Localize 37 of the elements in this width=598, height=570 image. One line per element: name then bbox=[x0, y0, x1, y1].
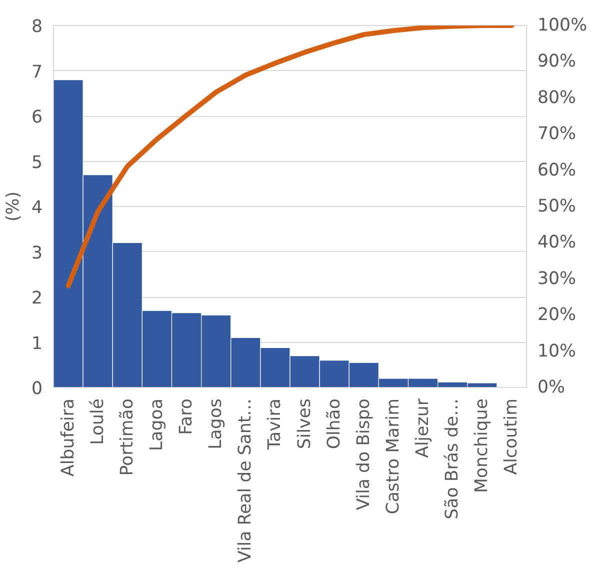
y-axis-title: (%) bbox=[3, 191, 24, 222]
x-tick-label: Silves bbox=[294, 398, 315, 450]
y-tick-label: 7 bbox=[31, 62, 43, 82]
x-tick-label: Castro Marim bbox=[383, 398, 404, 514]
y-tick-label: 3 bbox=[31, 243, 43, 264]
y-tick-label: 8 bbox=[31, 17, 43, 37]
y2-tick-label: 80% bbox=[538, 88, 576, 108]
x-tick-label: São Brás de… bbox=[442, 398, 463, 520]
x-tick-label: Alcoutim bbox=[502, 398, 522, 475]
x-tick-label: Vila do Bispo bbox=[354, 398, 374, 510]
y2-tick-label: 40% bbox=[538, 232, 576, 253]
y2-tick-label: 90% bbox=[538, 52, 576, 72]
y-tick-label: 0 bbox=[31, 379, 43, 399]
x-tick-label: Albufeira bbox=[58, 398, 78, 476]
x-tick-label: Aljezur bbox=[413, 398, 434, 458]
x-tick-label: Lagoa bbox=[146, 398, 167, 451]
x-tick-label: Faro bbox=[176, 398, 197, 435]
y-tick-label: 2 bbox=[31, 288, 43, 308]
x-tick-label: Lagos bbox=[206, 398, 226, 450]
x-tick-label: Olhão bbox=[324, 398, 344, 450]
y-tick-label: 6 bbox=[31, 108, 43, 128]
y-tick-label: 5 bbox=[31, 152, 43, 173]
y2-tick-label: 50% bbox=[538, 196, 576, 216]
y2-tick-label: 60% bbox=[538, 160, 576, 180]
y-tick-label: 4 bbox=[31, 198, 43, 218]
x-tick-label: Loulé bbox=[88, 398, 108, 445]
y-tick-label: 1 bbox=[31, 334, 43, 354]
y2-tick-label: 20% bbox=[538, 305, 576, 326]
x-tick-label: Vila Real de Sant… bbox=[236, 398, 256, 562]
y2-tick-label: 30% bbox=[538, 268, 576, 289]
y2-tick-label: 0% bbox=[538, 378, 565, 398]
y2-tick-label: 100% bbox=[538, 16, 588, 36]
x-tick-label: Portimão bbox=[117, 398, 138, 476]
x-tick-label: Tavira bbox=[265, 398, 286, 451]
y2-tick-label: 70% bbox=[538, 124, 576, 144]
x-tick-label: Monchique bbox=[472, 398, 492, 493]
y2-tick-label: 10% bbox=[538, 341, 576, 362]
